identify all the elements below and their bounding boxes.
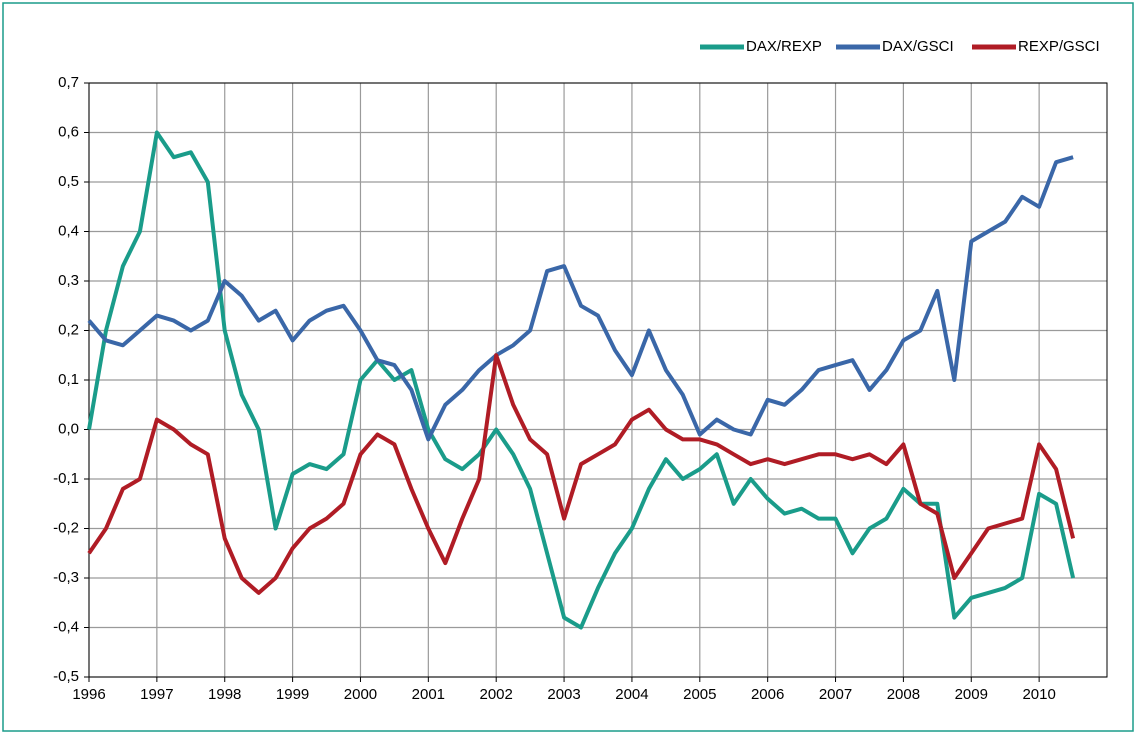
y-tick-label: -0,4 <box>53 618 79 635</box>
y-tick-label: -0,5 <box>53 668 79 685</box>
x-tick-label: 2003 <box>547 686 580 703</box>
y-tick-label: 0,5 <box>58 173 79 190</box>
legend-label: DAX/REXP <box>746 38 822 55</box>
x-tick-label: 2009 <box>955 686 988 703</box>
x-tick-label: 2000 <box>344 686 377 703</box>
y-tick-label: 0,4 <box>58 222 79 239</box>
x-tick-label: 2007 <box>819 686 852 703</box>
legend-label: DAX/GSCI <box>882 38 954 55</box>
plot-border <box>88 82 1108 678</box>
series-line <box>87 155 1074 442</box>
y-tick-label: -0,1 <box>53 470 79 487</box>
y-tick-label: 0,7 <box>58 74 79 91</box>
y-tick-label: -0,2 <box>53 519 79 536</box>
x-tick-label: 2008 <box>887 686 920 703</box>
x-tick-label: 1996 <box>72 686 105 703</box>
x-tick-label: 1999 <box>276 686 309 703</box>
x-tick-label: 2002 <box>480 686 513 703</box>
legend-label: REXP/GSCI <box>1018 38 1100 55</box>
y-tick-label: 0,0 <box>58 420 79 437</box>
y-tick-label: 0,3 <box>58 272 79 289</box>
x-tick-label: 2004 <box>615 686 648 703</box>
series-line <box>87 130 1076 630</box>
y-tick-label: 0,2 <box>58 321 79 338</box>
y-tick-label: -0,3 <box>53 569 79 586</box>
y-tick-label: 0,6 <box>58 123 79 140</box>
x-tick-label: 1998 <box>208 686 241 703</box>
series-line <box>87 353 1076 595</box>
x-tick-label: 2001 <box>412 686 445 703</box>
y-tick-label: 0,1 <box>58 371 79 388</box>
x-tick-label: 2006 <box>751 686 784 703</box>
x-tick-label: 1997 <box>140 686 173 703</box>
x-tick-label: 2010 <box>1022 686 1055 703</box>
x-tick-label: 2005 <box>683 686 716 703</box>
